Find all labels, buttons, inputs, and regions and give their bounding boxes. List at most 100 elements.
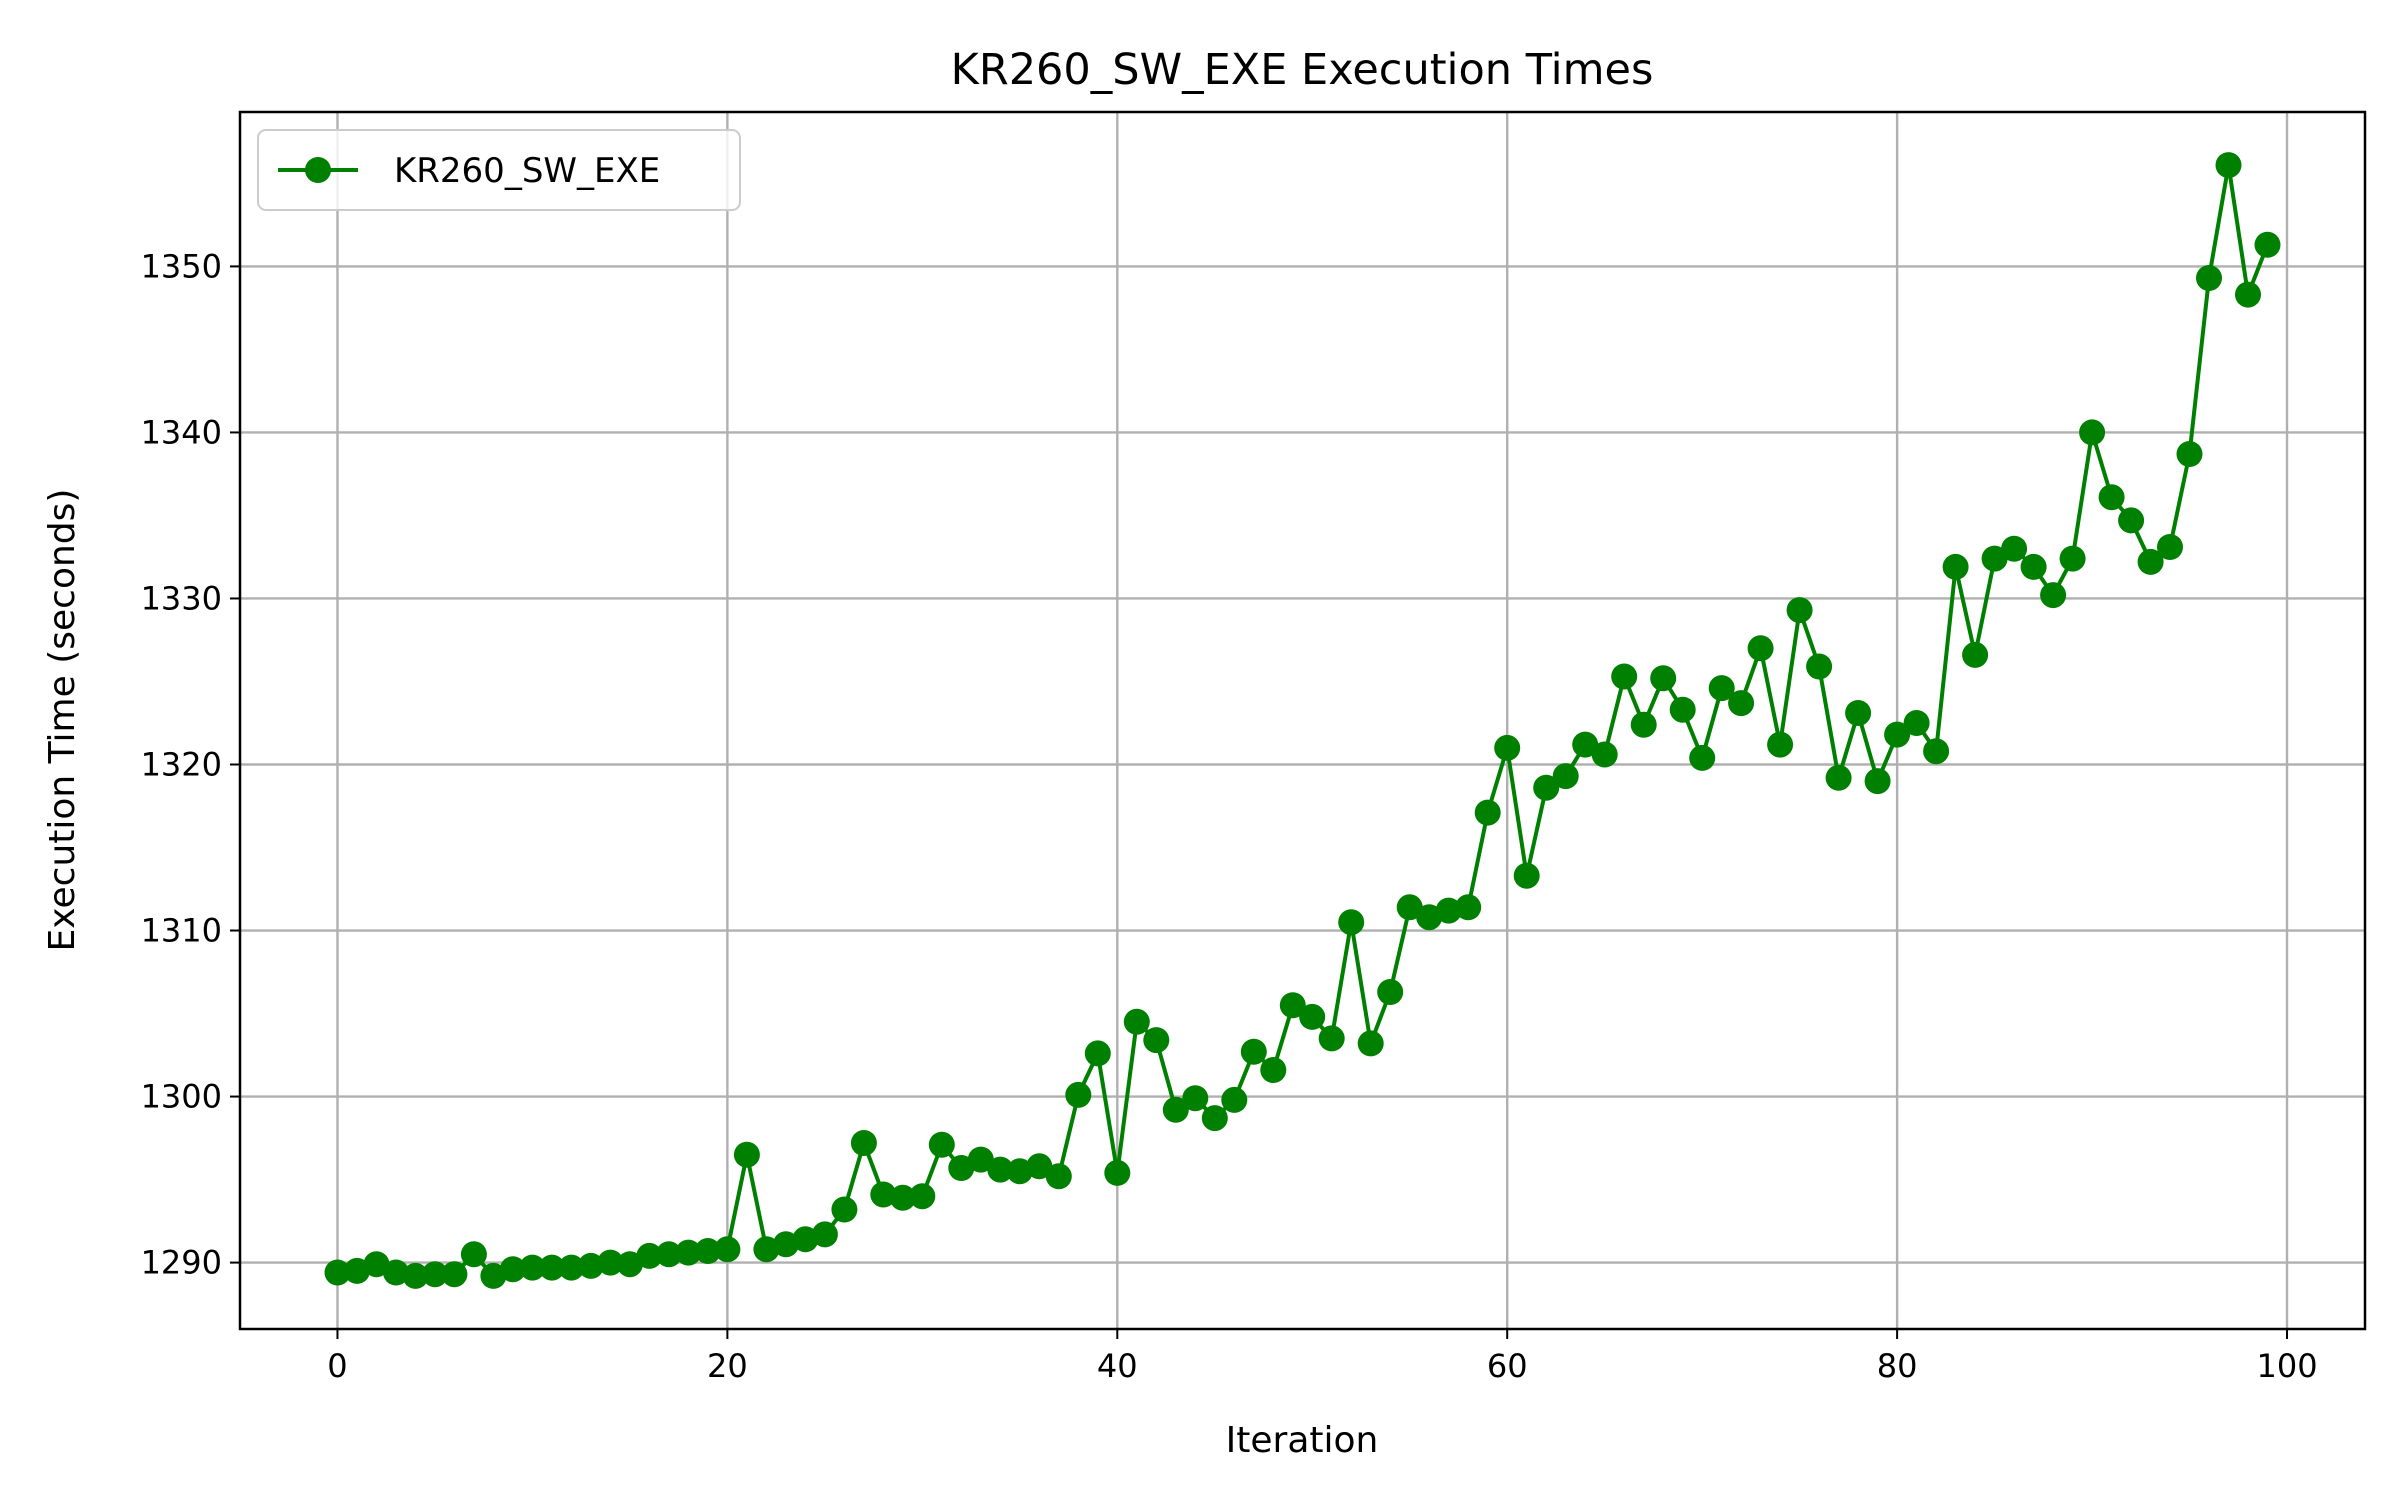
data-point (1338, 909, 1365, 936)
legend-box (257, 129, 741, 211)
data-point (928, 1131, 955, 1158)
data-point (1942, 553, 1969, 580)
x-tick-label: 40 (1097, 1347, 1138, 1385)
data-point (1786, 597, 1813, 624)
data-point (324, 1259, 351, 1286)
data-point (1162, 1096, 1189, 1123)
legend: KR260_SW_EXE (257, 129, 741, 211)
data-point (1494, 734, 1521, 761)
data-point (987, 1156, 1014, 1183)
data-point (772, 1231, 799, 1258)
data-point (1728, 690, 1755, 717)
data-point (1474, 799, 1501, 826)
data-point (1884, 721, 1911, 748)
data-point (1201, 1105, 1228, 1132)
data-point (1845, 700, 1872, 726)
data-point (597, 1249, 624, 1276)
data-point (1416, 904, 1443, 931)
data-point (1318, 1025, 1345, 1052)
y-tick-label: 1340 (141, 413, 222, 451)
chart-title: KR260_SW_EXE Execution Times (951, 45, 1654, 95)
data-point (1825, 764, 1852, 791)
data-point (1123, 1008, 1150, 1035)
data-point (1689, 744, 1716, 771)
data-point (2020, 553, 2047, 580)
data-point (1455, 894, 1482, 921)
x-axis-label: Iteration (1226, 1420, 1379, 1461)
data-point (1981, 545, 2008, 572)
data-point (1006, 1158, 1033, 1185)
data-point (2235, 281, 2261, 308)
data-point (1611, 663, 1638, 690)
data-point (831, 1196, 858, 1223)
data-point (1552, 763, 1579, 790)
data-point (733, 1141, 760, 1168)
data-point (460, 1241, 487, 1268)
x-tick-label: 60 (1487, 1347, 1528, 1385)
data-point (402, 1262, 429, 1289)
plot-frame (238, 110, 2367, 1331)
data-point (2215, 152, 2242, 179)
data-series (324, 152, 2281, 1289)
data-point (2059, 545, 2086, 572)
y-tick-label: 1290 (141, 1244, 222, 1282)
legend-label: KR260_SW_EXE (394, 151, 660, 191)
data-point (1669, 696, 1696, 723)
data-point (850, 1130, 877, 1156)
data-point (753, 1236, 780, 1263)
data-point (2040, 582, 2067, 609)
data-point (2196, 265, 2222, 291)
data-point (616, 1251, 643, 1278)
data-point (792, 1226, 819, 1253)
data-point (1572, 731, 1599, 758)
data-point (363, 1251, 390, 1278)
data-point (1026, 1153, 1053, 1180)
data-point (1182, 1085, 1209, 1112)
data-point (1806, 653, 1833, 680)
data-point (344, 1257, 370, 1284)
y-tick-label: 1310 (141, 912, 222, 950)
data-point (2137, 548, 2164, 575)
data-point (1903, 710, 1930, 736)
data-point (2001, 535, 2028, 562)
data-point (577, 1252, 604, 1279)
data-point (694, 1238, 721, 1264)
data-point (1767, 731, 1794, 758)
data-point (1299, 1003, 1326, 1030)
data-point (714, 1236, 741, 1263)
x-tick-label: 0 (327, 1347, 347, 1385)
data-point (2176, 441, 2203, 467)
data-point (675, 1239, 702, 1266)
data-point (1591, 741, 1618, 768)
x-tick-label: 100 (2256, 1347, 2317, 1385)
data-point (909, 1183, 936, 1210)
data-point (655, 1241, 682, 1268)
data-point (2079, 419, 2106, 446)
data-point (538, 1254, 565, 1281)
legend-marker (305, 157, 331, 183)
data-point (2118, 507, 2145, 534)
data-point (1260, 1057, 1287, 1083)
x-tick-label: 80 (1877, 1347, 1918, 1385)
data-point (1630, 711, 1657, 738)
data-point (441, 1261, 468, 1288)
data-point (889, 1184, 916, 1211)
x-tick-label: 20 (707, 1347, 748, 1385)
data-point (811, 1221, 838, 1248)
data-point (1084, 1040, 1111, 1067)
data-point (1533, 774, 1560, 801)
data-point (1221, 1086, 1248, 1113)
data-point (480, 1262, 507, 1289)
data-point (1864, 768, 1891, 795)
data-point (1962, 641, 1989, 668)
data-point (1240, 1038, 1267, 1065)
y-axis-label: Execution Time (seconds) (42, 489, 83, 952)
data-point (1279, 992, 1306, 1019)
y-tick-label: 1350 (141, 247, 222, 285)
data-point (422, 1261, 448, 1288)
data-point (1357, 1030, 1384, 1057)
data-point (499, 1256, 526, 1283)
y-tick-label: 1330 (141, 579, 222, 617)
